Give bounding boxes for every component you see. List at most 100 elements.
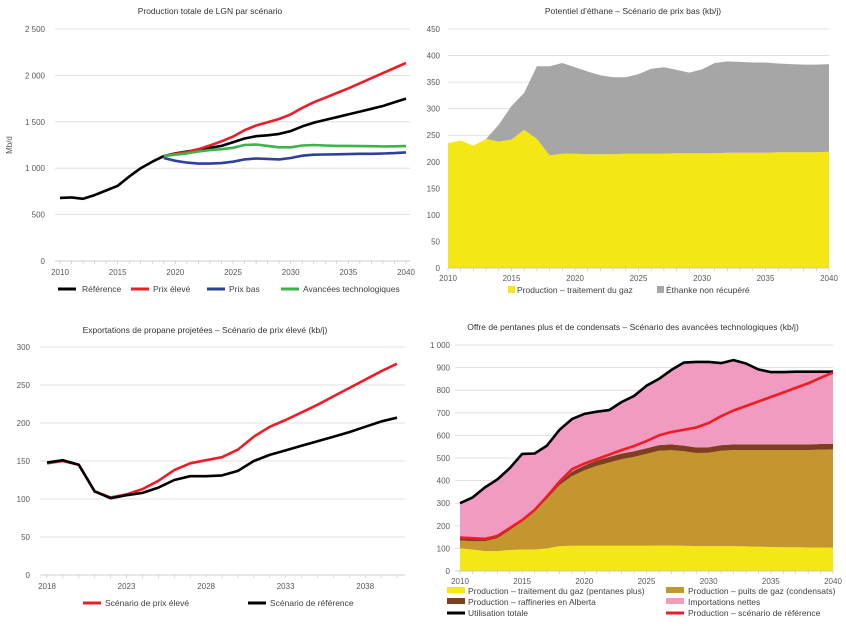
x-tick-label: 2025: [630, 274, 648, 283]
y-tick-label: 150: [427, 184, 441, 193]
y-tick-label: 0: [26, 571, 31, 580]
legend-label: Production – raffineries en Alberta: [468, 597, 596, 607]
y-tick-label: 100: [17, 495, 31, 504]
line-series-1: [59, 97, 407, 201]
x-tick-label: 2025: [224, 268, 242, 277]
chart-title: Production totale de LGN par scénario: [138, 6, 283, 16]
legend-swatch: [447, 587, 465, 593]
legend-label: Production – puits de gaz (condensats): [688, 586, 836, 596]
x-tick-label: 2028: [197, 582, 215, 591]
line-series-2: [46, 416, 398, 500]
x-tick-label: 2040: [820, 274, 838, 283]
y-axis-label: Mb/d: [5, 136, 14, 154]
y-tick-label: 800: [437, 386, 451, 395]
legend-swatch: [666, 587, 684, 593]
y-tick-label: 1 000: [430, 341, 451, 350]
area-series-1: [448, 129, 829, 268]
x-tick-label: 2030: [693, 274, 711, 283]
chart-1: Production totale de LGN par scénario 0 50…: [5, 6, 415, 294]
y-tick-label: 50: [431, 237, 440, 246]
chart-4: Offre de pentanes plus et de condensats …: [430, 322, 842, 618]
x-tick-label: 2015: [503, 274, 521, 283]
line-series-2: [459, 371, 834, 541]
legend-label: Importations nettes: [688, 597, 760, 607]
y-tick-label: 250: [17, 381, 31, 390]
x-tick-label: 2038: [356, 582, 374, 591]
chart-title: Offre de pentanes plus et de condensats …: [467, 322, 799, 332]
y-tick-label: 400: [437, 477, 451, 486]
y-tick-label: 500: [437, 454, 451, 463]
y-tick-label: 2 000: [25, 71, 46, 80]
x-tick-label: 2040: [824, 577, 842, 586]
legend-label: Production – scénario de référence: [688, 608, 821, 618]
legend-label: Utilisation totale: [468, 608, 528, 618]
legend-swatch: [447, 598, 465, 604]
x-tick-label: 2025: [638, 577, 656, 586]
legend-label: Référence: [82, 284, 121, 294]
x-tick-label: 2033: [277, 582, 295, 591]
y-tick-label: 500: [32, 211, 46, 220]
x-tick-label: 2035: [339, 268, 357, 277]
y-tick-label: 2 500: [25, 25, 46, 34]
y-tick-label: 450: [427, 25, 441, 34]
x-tick-label: 2040: [397, 268, 415, 277]
y-tick-label: 700: [437, 409, 451, 418]
y-tick-label: 0: [41, 257, 46, 266]
y-tick-label: 0: [446, 567, 451, 576]
y-tick-label: 400: [427, 52, 441, 61]
x-tick-label: 2015: [513, 577, 531, 586]
y-tick-label: 600: [437, 431, 451, 440]
y-tick-label: 50: [21, 533, 30, 542]
y-tick-label: 200: [427, 158, 441, 167]
line-series-4: [163, 143, 407, 158]
y-tick-label: 300: [17, 343, 31, 352]
y-tick-label: 300: [437, 499, 451, 508]
x-tick-label: 2020: [166, 268, 184, 277]
x-tick-label: 2023: [118, 582, 136, 591]
y-tick-label: 250: [427, 131, 441, 140]
line-series-1: [46, 362, 398, 499]
chart-2: Potentiel d’éthane – Scénario de prix ba…: [427, 6, 839, 295]
legend-label: Éthanke non récupéré: [666, 285, 750, 295]
legend-swatch: [666, 598, 684, 604]
legend-label: Scénario de référence: [270, 598, 354, 608]
y-tick-label: 200: [437, 522, 451, 531]
y-tick-label: 100: [437, 544, 451, 553]
legend-label: Prix élevé: [153, 284, 191, 294]
legend-label: Prix bas: [229, 284, 260, 294]
x-tick-label: 2030: [282, 268, 300, 277]
y-tick-label: 1 500: [25, 118, 46, 127]
y-tick-label: 150: [17, 457, 31, 466]
area-series-2: [460, 449, 833, 552]
x-tick-label: 2035: [757, 274, 775, 283]
chart-title: Potentiel d’éthane – Scénario de prix ba…: [545, 6, 721, 16]
legend-swatch: [508, 286, 515, 293]
area-series-4: [460, 360, 833, 539]
y-tick-label: 900: [437, 364, 451, 373]
x-tick-label: 2010: [439, 274, 457, 283]
x-tick-label: 2020: [566, 274, 584, 283]
y-tick-label: 300: [427, 105, 441, 114]
legend-label: Scénario de prix élevé: [105, 598, 189, 608]
x-tick-label: 2010: [451, 577, 469, 586]
x-tick-label: 2030: [700, 577, 718, 586]
line-series-2: [163, 61, 407, 158]
area-series-1: [460, 545, 833, 571]
x-tick-label: 2015: [109, 268, 127, 277]
y-tick-label: 350: [427, 78, 441, 87]
chart-3: Exportations de propane projetées – Scén…: [17, 325, 405, 608]
legend-label: Production – traitement du gaz (pentanes…: [468, 586, 645, 596]
legend-swatch: [657, 286, 664, 293]
legend-label: Avancées technologiques: [303, 284, 400, 294]
legend-label: Production – traitement du gaz: [517, 285, 633, 295]
y-tick-label: 100: [427, 211, 441, 220]
x-tick-label: 2035: [762, 577, 780, 586]
y-tick-label: 0: [436, 264, 441, 273]
area-series-2: [448, 61, 829, 156]
chart-title: Exportations de propane projetées – Scén…: [83, 325, 328, 335]
line-series-3: [163, 151, 407, 165]
x-tick-label: 2018: [38, 582, 56, 591]
x-tick-label: 2010: [51, 268, 69, 277]
x-tick-label: 2020: [575, 577, 593, 586]
